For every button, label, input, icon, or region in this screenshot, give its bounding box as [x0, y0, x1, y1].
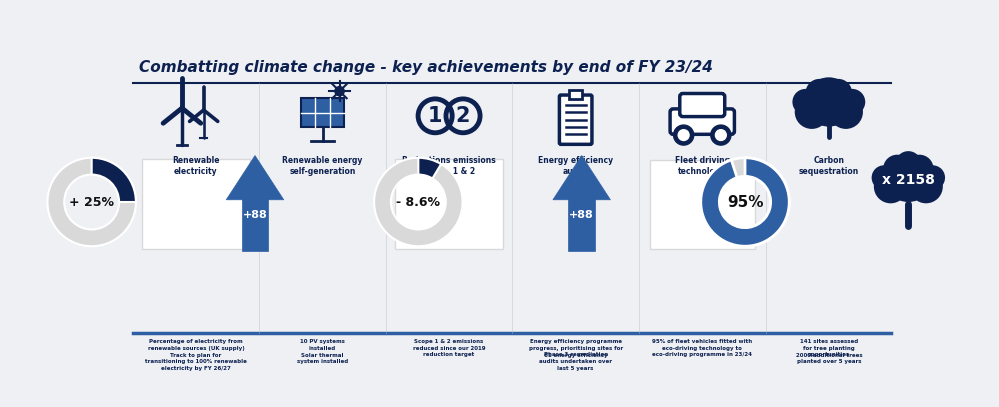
- Circle shape: [909, 170, 943, 204]
- Text: Renewable energy
self-generation: Renewable energy self-generation: [283, 156, 363, 176]
- Circle shape: [715, 130, 726, 140]
- Circle shape: [805, 79, 833, 107]
- Circle shape: [829, 95, 863, 129]
- Text: Carbon
sequestration: Carbon sequestration: [799, 156, 859, 176]
- Text: - 8.6%: - 8.6%: [397, 195, 441, 208]
- Polygon shape: [552, 155, 610, 200]
- Text: +88: +88: [243, 210, 268, 220]
- Text: Combatting climate change - key achievements by end of FY 23/24: Combatting climate change - key achievem…: [139, 60, 712, 75]
- Wedge shape: [419, 158, 442, 179]
- Wedge shape: [92, 158, 136, 202]
- Circle shape: [839, 89, 865, 115]
- Circle shape: [895, 151, 922, 178]
- Text: 10 PV systems
installed: 10 PV systems installed: [300, 339, 345, 350]
- Wedge shape: [374, 158, 463, 246]
- Polygon shape: [226, 155, 284, 200]
- Circle shape: [824, 79, 852, 107]
- FancyBboxPatch shape: [650, 160, 754, 249]
- Wedge shape: [47, 158, 136, 246]
- FancyBboxPatch shape: [396, 160, 502, 249]
- Text: 1: 1: [428, 106, 443, 126]
- Circle shape: [795, 95, 829, 129]
- Circle shape: [335, 87, 345, 96]
- Text: Solar thermal
system installed: Solar thermal system installed: [297, 353, 348, 364]
- Text: Track to plan for
transitioning to 100% renewable
electricity by FY 26/27: Track to plan for transitioning to 100% …: [145, 353, 247, 371]
- Circle shape: [905, 155, 933, 183]
- Circle shape: [920, 165, 945, 190]
- Bar: [242, 197, 269, 251]
- Text: Scope 1 & 2 emissions
reduced since our 2019
reduction target: Scope 1 & 2 emissions reduced since our …: [413, 339, 486, 357]
- Circle shape: [871, 165, 896, 190]
- Wedge shape: [700, 158, 789, 246]
- Text: 2000 additional trees
planted over 5 years: 2000 additional trees planted over 5 yea…: [795, 353, 862, 364]
- Circle shape: [678, 130, 689, 140]
- Circle shape: [673, 125, 693, 145]
- Circle shape: [874, 170, 907, 204]
- Text: Reductions emissions
Scope 1 & 2: Reductions emissions Scope 1 & 2: [403, 156, 496, 176]
- Text: +88: +88: [569, 210, 594, 220]
- Text: Energy efficiency programme
progress, prioritising sites for
Phase 3 remediation: Energy efficiency programme progress, pr…: [528, 339, 622, 357]
- Text: Renewable
electricity: Renewable electricity: [172, 156, 220, 176]
- Text: 2: 2: [456, 106, 471, 126]
- FancyBboxPatch shape: [559, 95, 592, 144]
- Text: + 25%: + 25%: [69, 195, 114, 208]
- FancyBboxPatch shape: [670, 109, 734, 134]
- Circle shape: [884, 153, 933, 202]
- FancyBboxPatch shape: [142, 160, 250, 249]
- Bar: [569, 90, 581, 99]
- FancyBboxPatch shape: [679, 94, 724, 116]
- Text: 61 energy efficiency
audits undertaken over
last 5 years: 61 energy efficiency audits undertaken o…: [539, 353, 612, 371]
- Text: Percentage of electricity from
renewable sources (UK supply): Percentage of electricity from renewable…: [148, 339, 245, 350]
- Bar: [568, 197, 595, 251]
- Circle shape: [710, 125, 731, 145]
- Circle shape: [804, 77, 853, 127]
- Circle shape: [792, 89, 819, 115]
- Text: Energy efficiency
audits: Energy efficiency audits: [538, 156, 613, 176]
- Text: Fleet driving
technology: Fleet driving technology: [674, 156, 730, 176]
- Wedge shape: [700, 158, 789, 246]
- Text: x 2158: x 2158: [882, 173, 935, 187]
- Circle shape: [883, 155, 911, 183]
- Bar: [301, 98, 344, 127]
- Text: 95% of fleet vehicles fitted with
eco-driving technology to
eco-driving programm: 95% of fleet vehicles fitted with eco-dr…: [652, 339, 752, 357]
- Text: 141 sites assessed
for tree planting
opportunities: 141 sites assessed for tree planting opp…: [800, 339, 858, 357]
- Text: 95%: 95%: [726, 195, 763, 210]
